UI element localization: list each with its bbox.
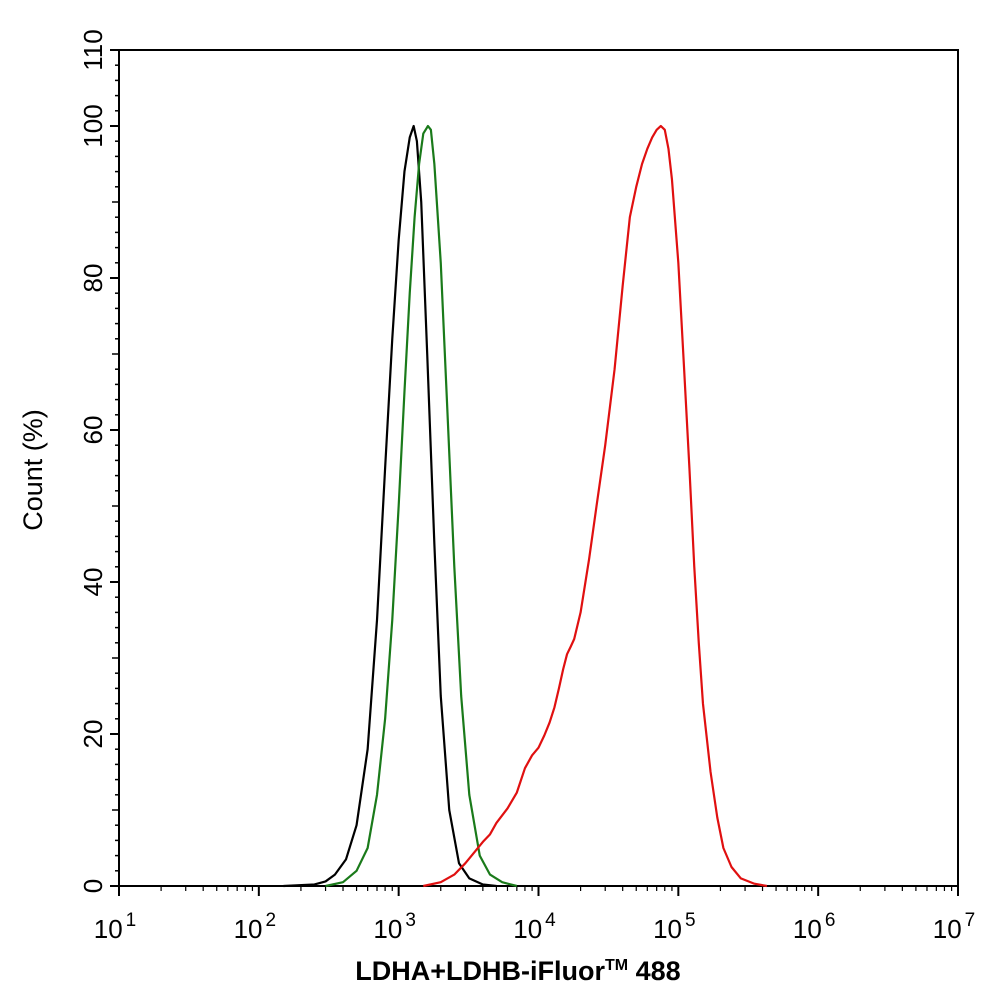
x-tick-label: 10 4	[513, 910, 556, 944]
x-tick-exponent: 5	[685, 910, 696, 931]
x-axis-title: LDHA+LDHB-iFluorTM 488	[355, 956, 680, 986]
x-tick-label: 10 1	[94, 910, 137, 944]
x-tick-exponent: 4	[545, 910, 556, 931]
x-axis-title-suffix: 488	[628, 956, 681, 986]
x-tick-base: 10	[513, 914, 542, 944]
y-tick-label: 20	[78, 720, 108, 749]
x-tick-label: 10 2	[234, 910, 276, 944]
x-tick-exponent: 7	[965, 910, 976, 931]
series-line-2	[325, 124, 518, 888]
plot-area	[118, 49, 959, 887]
x-tick-base: 10	[653, 914, 682, 944]
series-layer	[283, 124, 768, 888]
plot-frame	[118, 49, 959, 887]
y-tick-label: 0	[78, 879, 108, 893]
x-tick-exponent: 2	[266, 910, 277, 931]
x-tick-exponent: 6	[825, 910, 836, 931]
x-tick-label: 10 3	[373, 910, 416, 944]
y-tick-label: 60	[78, 416, 108, 445]
series-line-1	[283, 124, 497, 888]
y-axis: 0 20 40 60 80 100 110	[78, 29, 119, 893]
x-axis-title-main: LDHA+LDHB-iFluor	[355, 956, 605, 986]
x-tick-label: 10 6	[793, 910, 836, 944]
x-tick-base: 10	[793, 914, 822, 944]
x-axis-title-tm: TM	[605, 957, 628, 974]
x-tick-base: 10	[94, 914, 123, 944]
x-tick-label: 10 5	[653, 910, 696, 944]
x-tick-base: 10	[373, 914, 402, 944]
x-tick-label: 10 7	[933, 910, 976, 944]
y-tick-label: 80	[78, 264, 108, 293]
x-tick-exponent: 3	[405, 910, 416, 931]
x-tick-exponent: 1	[126, 910, 137, 931]
x-axis: 10 1 10 2 10 3 10 4 10 5 10 6 10 7	[94, 886, 976, 944]
series-line-3	[423, 124, 768, 888]
y-tick-label: 100	[78, 104, 108, 147]
y-tick-label: 40	[78, 568, 108, 597]
y-axis-title: Count (%)	[18, 409, 48, 531]
x-tick-base: 10	[933, 914, 962, 944]
y-tick-label: 110	[78, 29, 108, 70]
x-tick-base: 10	[234, 914, 263, 944]
axis-titles: Count (%) LDHA+LDHB-iFluorTM 488	[18, 409, 681, 986]
